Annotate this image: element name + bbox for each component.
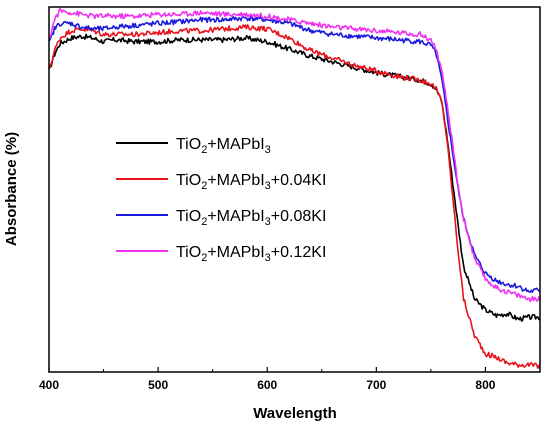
x-axis-title: Wavelength xyxy=(253,405,337,422)
series-line-0 xyxy=(48,33,541,322)
legend-label-part: 3 xyxy=(265,144,271,156)
x-tick-label: 400 xyxy=(39,378,59,392)
legend-label-part: +0.04KI xyxy=(271,172,327,189)
legend-label-part: 3 xyxy=(265,180,271,192)
legend-label-part: 2 xyxy=(201,216,207,228)
legend-label-part: 2 xyxy=(201,252,207,264)
legend-label-part: +0.12KI xyxy=(271,244,327,261)
plot-lines xyxy=(48,7,541,370)
legend-label-3: TiO2+MAPbI3+0.12KI xyxy=(176,244,326,264)
series-line-3 xyxy=(49,7,541,303)
x-tick-label: 800 xyxy=(475,378,495,392)
legend-label-part: TiO xyxy=(176,208,201,225)
plot-frame xyxy=(48,6,541,373)
legend-label-0: TiO2+MAPbI3 xyxy=(176,136,271,156)
legend-label-2: TiO2+MAPbI3+0.08KI xyxy=(176,208,326,228)
legend-label-part: TiO xyxy=(176,172,201,189)
legend-label-part: +MAPbI xyxy=(207,244,264,261)
x-axis-ticks: 400 500 600 700 800 xyxy=(39,367,496,392)
legend-label-part: 2 xyxy=(201,144,207,156)
legend-label-part: +MAPbI xyxy=(207,172,264,189)
legend-label-part: +MAPbI xyxy=(207,208,264,225)
legend-label-part: 3 xyxy=(265,252,271,264)
x-tick-label: 700 xyxy=(366,378,386,392)
legend-label-part: +0.08KI xyxy=(271,208,327,225)
x-tick-label: 500 xyxy=(148,378,168,392)
y-axis-title: Absorbance (%) xyxy=(3,132,20,246)
legend-label-part: TiO xyxy=(176,136,201,153)
x-tick-label: 600 xyxy=(257,378,277,392)
legend-label-part: 2 xyxy=(201,180,207,192)
legend: TiO2+MAPbI3TiO2+MAPbI3+0.04KITiO2+MAPbI3… xyxy=(116,136,326,264)
legend-label-part: TiO xyxy=(176,244,201,261)
legend-label-1: TiO2+MAPbI3+0.04KI xyxy=(176,172,326,192)
legend-label-part: +MAPbI xyxy=(207,136,264,153)
series-line-1 xyxy=(48,24,541,370)
legend-label-part: 3 xyxy=(265,216,271,228)
